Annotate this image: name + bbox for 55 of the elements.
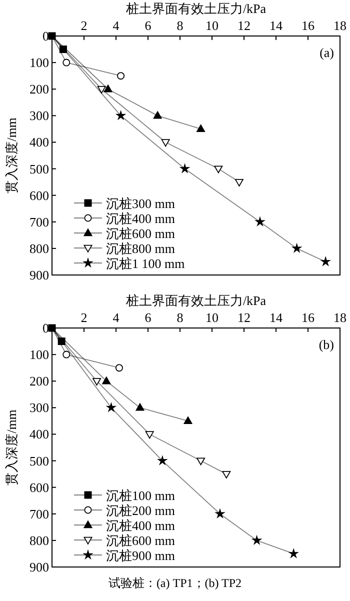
- legend-label: 沉桩400 mm: [106, 518, 175, 533]
- y-tick-label: 0: [42, 320, 49, 336]
- chart-title: 桩土界面有效土压力/kPa: [124, 293, 266, 308]
- y-tick-label: 500: [30, 453, 49, 468]
- y-tick-label: 100: [30, 55, 49, 70]
- y-tick-label: 700: [30, 214, 49, 230]
- y-axis-title: 贯入深度/mm: [4, 118, 19, 194]
- y-tick-label: 700: [30, 506, 49, 522]
- x-tick-label: 12: [238, 310, 250, 325]
- x-tick-label: 8: [176, 310, 184, 325]
- x-tick-label: 16: [302, 310, 315, 325]
- y-tick-label: 300: [30, 108, 49, 124]
- y-tick-label: 600: [30, 480, 49, 495]
- x-tick-label: 14: [270, 18, 283, 33]
- y-tick-label: 400: [30, 134, 49, 150]
- x-tick-label: 10: [206, 18, 218, 33]
- y-tick-label: 100: [30, 347, 49, 362]
- x-tick-label: 8: [176, 18, 184, 33]
- y-tick-label: 300: [30, 400, 49, 416]
- y-tick-label: 500: [30, 161, 49, 176]
- x-tick-label: 6: [144, 18, 152, 33]
- y-tick-label: 200: [30, 374, 49, 389]
- legend-label: 沉桩900 mm: [106, 548, 175, 563]
- legend-label: 沉桩600 mm: [106, 533, 175, 548]
- legend-label: 沉桩600 mm: [106, 226, 175, 241]
- y-tick-label: 900: [30, 268, 49, 282]
- y-tick-label: 600: [30, 188, 49, 203]
- annotation: (b): [318, 337, 334, 352]
- x-tick-label: 16: [302, 18, 315, 33]
- x-tick-label: 10: [206, 310, 218, 325]
- y-tick-label: 200: [30, 82, 49, 97]
- x-tick-label: 6: [144, 310, 152, 325]
- chart-title: 桩土界面有效土压力/kPa: [124, 1, 266, 16]
- y-tick-label: 400: [30, 426, 49, 442]
- x-tick-label: 4: [112, 18, 120, 33]
- y-tick-label: 900: [30, 560, 49, 574]
- legend-label: 沉桩200 mm: [106, 503, 175, 518]
- annotation: (a): [320, 45, 334, 60]
- legend-label: 沉桩1 100 mm: [106, 256, 185, 271]
- y-tick-label: 800: [30, 240, 49, 256]
- x-tick-label: 12: [238, 18, 250, 33]
- x-tick-label: 4: [112, 310, 120, 325]
- x-tick-label: 2: [80, 18, 88, 33]
- x-tick-label: 14: [270, 310, 283, 325]
- legend-label: 沉桩300 mm: [106, 196, 175, 211]
- text: 试验桩：(a) TP1；(b) TP2: [108, 576, 242, 590]
- x-tick-label: 18: [334, 310, 346, 325]
- x-tick-label: 18: [334, 18, 346, 33]
- y-tick-label: 0: [42, 28, 49, 44]
- legend-label: 沉桩100 mm: [106, 488, 175, 503]
- legend-label: 沉桩800 mm: [106, 241, 175, 256]
- legend-label: 沉桩400 mm: [106, 211, 175, 226]
- x-tick-label: 2: [80, 310, 88, 325]
- y-axis-title: 贯入深度/mm: [4, 410, 19, 486]
- y-tick-label: 800: [30, 532, 49, 548]
